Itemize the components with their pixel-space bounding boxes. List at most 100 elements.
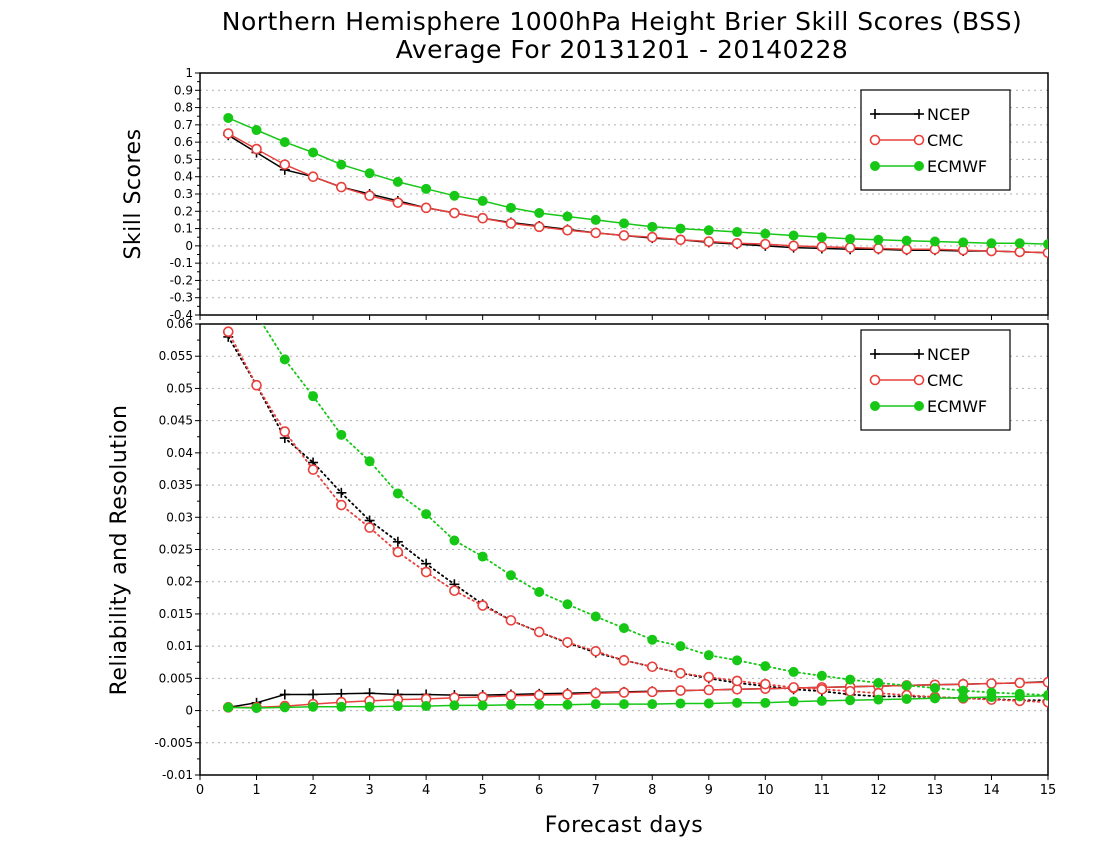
data-point <box>477 551 488 562</box>
data-point <box>760 228 771 239</box>
y-tick-label: 0.9 <box>174 83 193 97</box>
data-point <box>873 677 884 688</box>
data-point <box>279 702 290 713</box>
data-point <box>929 683 940 694</box>
data-point <box>449 207 460 219</box>
data-point <box>816 241 828 253</box>
y-tick-label: 0.055 <box>159 349 193 363</box>
data-point <box>901 235 912 246</box>
x-tick-label: 2 <box>309 783 317 798</box>
data-point <box>958 685 969 696</box>
data-point <box>845 233 856 244</box>
x-tick-label: 0 <box>196 783 204 798</box>
data-point <box>505 218 517 229</box>
data-point <box>477 600 488 611</box>
data-point <box>562 211 573 222</box>
y-tick-label: 0.005 <box>159 671 193 685</box>
data-point <box>986 687 997 698</box>
series-group <box>222 274 1048 713</box>
data-point <box>619 218 629 229</box>
data-point <box>816 670 827 681</box>
data-point <box>505 699 516 710</box>
data-point <box>675 698 686 709</box>
data-point <box>731 675 743 687</box>
x-tick-label: 3 <box>365 783 373 798</box>
data-point <box>703 225 714 236</box>
data-point <box>618 230 630 241</box>
data-point <box>308 689 319 700</box>
chart-subtitle: Average For 20131201 - 20140228 <box>396 35 849 64</box>
data-point <box>816 232 827 243</box>
data-point <box>279 426 291 437</box>
y-tick-label: 0.02 <box>166 575 193 589</box>
legend-marker <box>913 134 925 146</box>
data-point <box>421 509 432 520</box>
data-point <box>1043 239 1048 250</box>
x-tick-label: 1 <box>252 783 260 798</box>
x-tick-label: 11 <box>814 783 831 798</box>
x-tick-label: 8 <box>648 783 656 798</box>
y-tick-label: -0.2 <box>170 273 193 287</box>
data-point <box>646 661 658 673</box>
data-point <box>336 487 347 498</box>
data-point <box>505 202 516 213</box>
legend: NCEP CMC ECMWF <box>860 89 1011 191</box>
data-point <box>703 698 714 709</box>
data-point <box>816 684 828 695</box>
data-point <box>392 536 403 547</box>
y-tick-label: 0.05 <box>166 381 193 395</box>
x-axis-label: Forecast days <box>545 813 704 838</box>
legend-marker <box>914 401 924 411</box>
x-tick-label: 9 <box>705 783 713 798</box>
legend-marker <box>914 109 924 119</box>
legend-marker <box>870 109 880 119</box>
y-tick-label: 0.6 <box>174 135 193 149</box>
y-tick-label: 0.1 <box>174 222 193 236</box>
data-point <box>873 234 884 245</box>
data-point <box>1043 690 1048 701</box>
data-point <box>1014 677 1026 689</box>
data-point <box>845 674 856 685</box>
data-point <box>731 237 743 249</box>
data-point <box>251 125 262 136</box>
data-point <box>336 181 347 193</box>
data-point <box>449 585 460 597</box>
data-point <box>562 699 573 710</box>
data-point <box>308 147 319 158</box>
data-point <box>251 702 262 713</box>
x-tick-label: 5 <box>479 783 487 798</box>
legend-marker <box>870 349 880 359</box>
data-point <box>675 641 686 652</box>
data-point <box>223 274 233 284</box>
data-point <box>958 692 969 703</box>
data-point <box>279 689 290 700</box>
y-tick-label: 0.4 <box>174 170 193 184</box>
series-line <box>261 324 1048 696</box>
data-point <box>958 237 969 248</box>
y-tick-label: 0.045 <box>159 414 193 428</box>
y-tick-label: -0.1 <box>170 256 193 270</box>
data-point <box>788 230 799 241</box>
data-point <box>364 701 375 712</box>
x-tick-label: 4 <box>422 783 430 798</box>
data-point <box>590 687 602 699</box>
data-point <box>534 699 545 710</box>
data-point <box>703 671 715 683</box>
y-tick-label: 0.03 <box>166 510 193 524</box>
data-point <box>590 611 601 622</box>
data-point <box>364 456 375 467</box>
data-point <box>308 391 319 402</box>
y-tick-label: -0.005 <box>154 736 193 750</box>
legend-marker <box>914 161 924 171</box>
legend-item-ecmwf: ECMWF <box>870 157 987 176</box>
data-point <box>307 171 319 183</box>
data-point <box>222 326 234 338</box>
legend-item-cmc: CMC <box>869 371 963 390</box>
data-point <box>619 699 629 710</box>
data-point <box>675 685 686 696</box>
y-tick-label: -0.4 <box>170 308 193 322</box>
y-axis-label: Skill Scores <box>121 128 146 259</box>
y-tick-label: 0.7 <box>174 118 193 132</box>
y-tick-label: 0.025 <box>159 543 193 557</box>
y-tick-label: -0.3 <box>170 291 193 305</box>
